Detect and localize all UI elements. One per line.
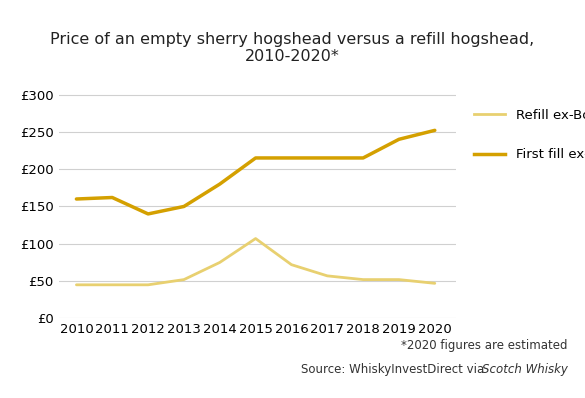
Text: Price of an empty sherry hogshead versus a refill hogshead,
2010-2020*: Price of an empty sherry hogshead versus… [50,32,535,64]
Legend: Refill ex-Bourbon, First fill ex-Sherry: Refill ex-Bourbon, First fill ex-Sherry [468,103,585,166]
Text: *2020 figures are estimated: *2020 figures are estimated [401,339,567,352]
Text: Scotch Whisky: Scotch Whisky [481,363,567,376]
Text: Source: WhiskyInvestDirect via: Source: WhiskyInvestDirect via [301,363,488,376]
